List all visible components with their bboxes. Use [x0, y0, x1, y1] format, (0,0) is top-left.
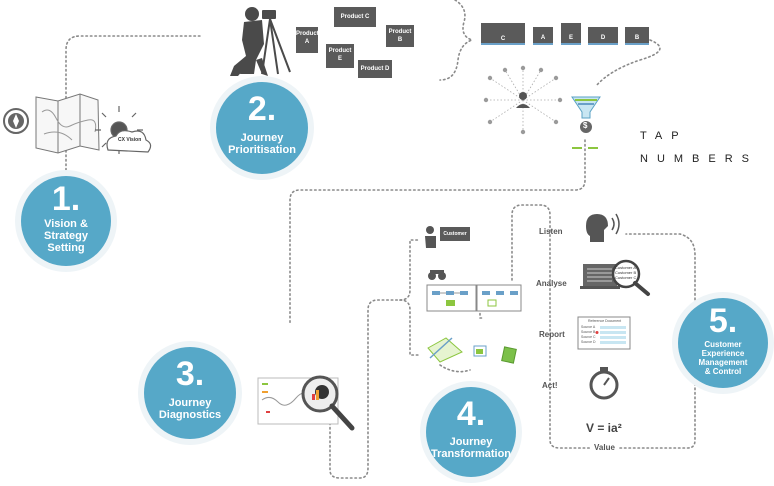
phase-3-number: 3.: [175, 355, 205, 393]
phase-2-number: 2.: [247, 90, 277, 128]
phase-5-number: 5.: [708, 302, 738, 340]
value-formula: V = ia²: [586, 421, 622, 435]
process-map-2: [476, 284, 522, 312]
connector-1-2: [65, 35, 201, 171]
phase-1-number: 1.: [51, 180, 81, 218]
head-listening-icon: [586, 213, 620, 242]
product-b-box: Product B: [386, 25, 414, 47]
product-c-box: Product C: [334, 7, 376, 27]
product-d-box: Product D: [358, 60, 392, 78]
search-customer-a: Customer A: [615, 265, 636, 270]
value-label: Value: [594, 443, 615, 452]
connector-ideas: [439, 364, 471, 373]
product-a-line-1: Product: [296, 31, 319, 37]
product-e-box: Product E: [326, 44, 354, 68]
step-act: Act!: [542, 381, 558, 390]
connector-branch-top: [399, 239, 419, 301]
process-map-1: [426, 284, 477, 312]
sequence-box-5: B: [625, 27, 649, 45]
phase-4-number: 4.: [456, 395, 486, 433]
map-icon: [35, 93, 100, 154]
phase-1-title-line-2: Strategy: [43, 230, 89, 242]
phase-4-title-line-1: Journey: [449, 436, 493, 448]
phase-2-title-line-1: Journey: [240, 132, 284, 144]
report-row-c: Source C: [581, 335, 596, 339]
report-row-b: Source B: [581, 330, 596, 334]
connector-sequence-funnel: [595, 39, 661, 87]
customer-network: [483, 65, 563, 135]
phase-5-title-line-1: Customer: [704, 340, 742, 349]
connector-funnel-3: [289, 139, 586, 326]
product-a-line-2: A: [304, 39, 310, 45]
report-rows: Source A Source B Source C Source D: [581, 325, 596, 345]
person-icon: [516, 92, 530, 108]
phase-3-circle: 3. Journey Diagnostics: [144, 347, 236, 439]
report-row-d: Source D: [581, 340, 596, 344]
phase-3-title-line-2: Diagnostics: [158, 409, 222, 421]
customer-card-label: Customer: [443, 231, 467, 237]
presenter-icon: [425, 226, 436, 248]
phase-4-circle: 4. Journey Transformation: [426, 387, 516, 477]
stopwatch-icon: [589, 367, 619, 400]
report-title: Reference Document: [588, 319, 622, 323]
phase-5-title-line-2: Experience: [701, 349, 745, 358]
report-document: [577, 316, 631, 350]
sequence-box-2: A: [533, 27, 553, 45]
photographer-icon: [230, 7, 291, 76]
product-c-label: Product C: [340, 14, 370, 20]
phase-1-title-line-1: Vision &: [44, 218, 88, 230]
search-customer-c: Customer C: [615, 275, 637, 280]
product-e-line-2: E: [337, 56, 342, 62]
search-customer-list: Customer A Customer B Customer C: [615, 265, 636, 280]
report-row-a: Source A: [581, 325, 596, 329]
search-customer-b: Customer B: [615, 270, 637, 275]
vision-cloud-label: CX Vision: [118, 137, 142, 143]
funnel-dollar-symbol: $: [583, 121, 588, 130]
analysis-laptop-icon: [580, 264, 620, 289]
phase-5-circle: 5. Customer Experience Management & Cont…: [678, 298, 768, 388]
phase-5-title-line-3: Management: [698, 358, 748, 367]
sequence-box-4: D: [588, 27, 618, 45]
connector-analysis-listen: [511, 204, 591, 449]
phase-1-title-line-3: Setting: [47, 242, 85, 254]
customer-card: Customer: [440, 227, 470, 241]
product-a-box: Product A: [296, 27, 319, 53]
phase-1-circle: 1. Vision & Strategy Setting: [21, 176, 111, 266]
phase-3-title-line-1: Journey: [168, 397, 212, 409]
step-report: Report: [539, 330, 565, 339]
phase-5-title-line-4: & Control: [704, 367, 742, 376]
product-e-line-1: Product: [328, 48, 352, 54]
brand-line-1: TAP: [640, 130, 688, 142]
sequence-box-1: C: [481, 23, 525, 45]
phase-2-circle: 2. Journey Prioritisation: [216, 82, 308, 174]
connector-2-sequence: [439, 0, 475, 81]
funnel-icon: [571, 96, 601, 149]
sequence-box-3: E: [561, 23, 581, 45]
compass-icon: [3, 108, 29, 134]
connector-3-4: [329, 299, 401, 479]
binoculars-icon: [428, 270, 446, 280]
design-tools-icon: [427, 337, 517, 364]
product-b-line-2: B: [397, 37, 403, 43]
connector-branch-bottom: [399, 299, 419, 356]
product-b-line-1: Product: [388, 29, 412, 35]
customer-search-icon: [611, 259, 650, 296]
brand-line-2: NUMBERS: [640, 153, 759, 165]
step-analyse: Analyse: [536, 279, 567, 288]
step-listen: Listen: [539, 227, 563, 236]
phase-2-title-line-2: Prioritisation: [228, 144, 296, 156]
cloud-icon: [106, 130, 152, 153]
phase-4-title-line-2: Transformation: [430, 448, 512, 460]
magnifier-icon: [301, 375, 355, 431]
product-d-label: Product D: [360, 66, 390, 72]
